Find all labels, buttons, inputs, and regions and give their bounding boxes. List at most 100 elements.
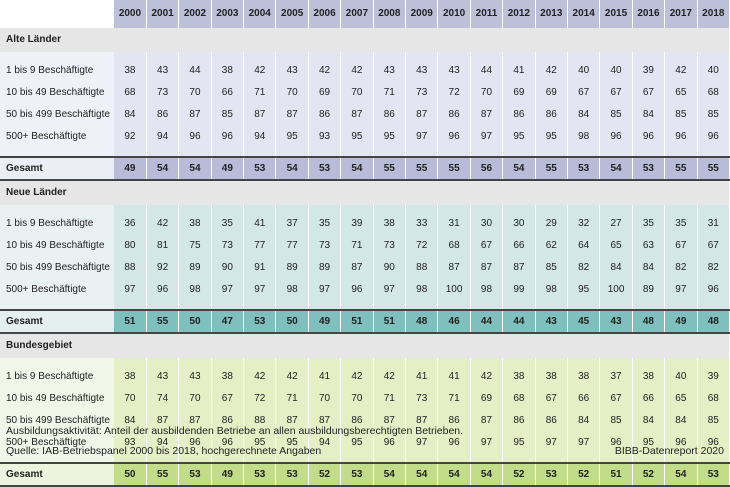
value-cell: 70 [340,388,374,410]
value-cell: 84 [632,257,666,279]
value-cell: 55 [437,156,471,181]
row-label: 10 bis 49 Beschäftigte [0,235,114,257]
value-cell: 41 [243,213,277,235]
value-cell: 96 [211,432,245,454]
value-cell: 98 [470,279,504,301]
value-cell: 89 [275,257,309,279]
value-cell: 98 [535,279,568,301]
value-cell: 96 [178,432,212,454]
value-cell: 65 [599,235,633,257]
value-cell: 85 [664,104,698,126]
value-cell: 53 [243,156,277,181]
table-row: 50 bis 499 Beschäftigte 84 87 87 86 88 87 87 86 8… [0,410,730,432]
value-cell: 96 [697,279,730,301]
value-cell: 45 [567,309,601,334]
table-row: 50 bis 499 Beschäftigte 88 92 89 90 91 89 89 87 9… [0,257,730,279]
value-cell: 49 [211,462,245,487]
table-row: 1 bis 9 Beschäftigte 36 42 38 35 41 37 35 39 38 33… [0,213,730,235]
value-cell: 95 [502,126,536,148]
value-cell: 97 [373,279,407,301]
value-cell: 98 [275,279,309,301]
value-cell: 44 [178,60,212,82]
value-cell: 97 [405,126,439,148]
value-cell: 67 [470,235,504,257]
value-cell: 48 [632,309,666,334]
value-cell: 93 [114,432,147,454]
value-cell: 39 [697,366,730,388]
row-label: 50 bis 499 Beschäftigte [0,104,114,126]
value-cell: 94 [243,126,277,148]
value-cell: 35 [632,213,666,235]
value-cell: 71 [340,235,374,257]
year-header: 2016 [632,0,666,28]
value-cell: 94 [146,126,180,148]
value-cell: 97 [243,279,277,301]
value-cell: 99 [502,279,536,301]
value-cell: 52 [567,462,601,487]
year-header: 2017 [664,0,698,28]
value-cell: 95 [243,432,277,454]
value-cell: 42 [275,366,309,388]
value-cell: 98 [178,279,212,301]
value-cell: 41 [308,366,342,388]
value-cell: 53 [243,462,277,487]
value-cell: 70 [275,82,309,104]
year-header: 2003 [211,0,245,28]
value-cell: 66 [567,388,601,410]
value-cell: 84 [664,410,698,432]
value-cell: 54 [599,156,633,181]
value-cell: 43 [405,60,439,82]
year-header: 2018 [697,0,730,28]
value-cell: 51 [373,309,407,334]
value-cell: 70 [308,388,342,410]
value-cell: 94 [308,432,342,454]
value-cell: 68 [697,388,730,410]
value-cell: 82 [567,257,601,279]
year-header: 2013 [535,0,568,28]
year-header: 2008 [373,0,407,28]
value-cell: 42 [373,366,407,388]
value-cell: 95 [275,432,309,454]
value-cell: 53 [567,156,601,181]
value-cell: 87 [502,257,536,279]
value-cell: 85 [697,410,730,432]
value-cell: 48 [405,309,439,334]
value-cell: 42 [664,60,698,82]
value-cell: 97 [567,432,601,454]
value-cell: 91 [243,257,277,279]
value-cell: 96 [146,279,180,301]
value-cell: 39 [632,60,666,82]
value-cell: 66 [211,82,245,104]
publisher-label: BIBB-Datenreport 2020 [614,445,724,457]
value-cell: 43 [373,60,407,82]
value-cell: 33 [405,213,439,235]
value-cell: 87 [340,104,374,126]
value-cell: 50 [178,309,212,334]
year-header: 2012 [502,0,536,28]
value-cell: 95 [275,126,309,148]
value-cell: 42 [243,366,277,388]
value-cell: 36 [114,213,147,235]
value-cell: 96 [697,126,730,148]
value-cell: 43 [599,309,633,334]
value-cell: 81 [146,235,180,257]
year-header: 2015 [599,0,633,28]
value-cell: 53 [308,156,342,181]
value-cell: 95 [340,432,374,454]
value-cell: 55 [146,462,180,487]
value-cell: 86 [373,104,407,126]
value-cell: 87 [275,410,309,432]
value-cell: 29 [535,213,568,235]
value-cell: 54 [373,462,407,487]
value-cell: 94 [146,432,180,454]
value-cell: 52 [308,462,342,487]
section-alte: Alte Länder 1 bis 9 Beschäftigte 38 43 44 38 4… [0,28,730,181]
row-label: Gesamt [0,462,114,487]
value-cell: 92 [146,257,180,279]
value-cell: 38 [502,366,536,388]
value-cell: 86 [437,410,471,432]
value-cell: 37 [599,366,633,388]
year-header-row: 2000 2001 2002 2003 2004 2005 2006 2007 2008 2009… [0,0,730,28]
value-cell: 53 [340,462,374,487]
year-header: 2009 [405,0,439,28]
